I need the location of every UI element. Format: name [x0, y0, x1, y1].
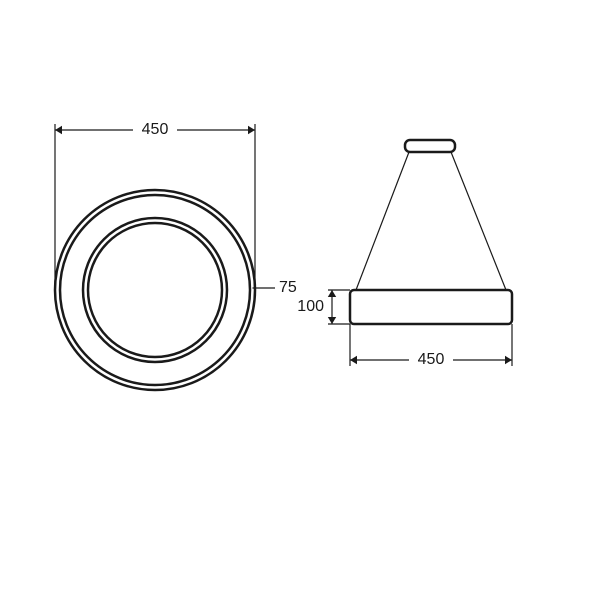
height-label: 100: [297, 298, 324, 315]
ring-width-label: 75: [279, 279, 297, 296]
side-view: 100 450: [297, 140, 512, 371]
width-label: 450: [418, 351, 445, 368]
technical-drawing: 450 75100 450: [0, 0, 600, 600]
diameter-label: 450: [142, 121, 169, 138]
top-view: 450 75: [55, 119, 297, 390]
